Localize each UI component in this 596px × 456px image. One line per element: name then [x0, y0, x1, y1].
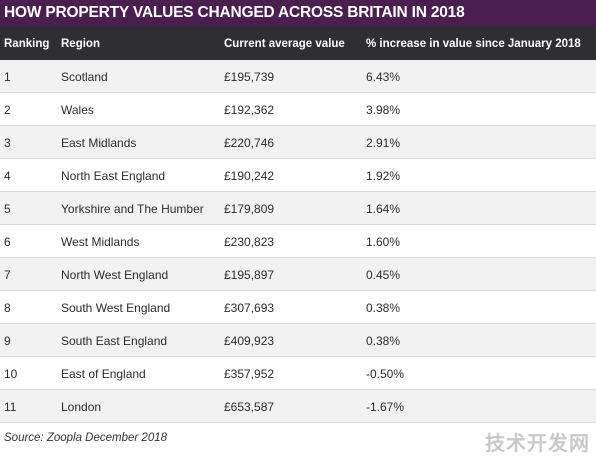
- header-increase: % increase in value since January 2018: [366, 38, 581, 50]
- cell-region: West Midlands: [61, 235, 140, 249]
- cell-increase: 1.92%: [366, 169, 401, 183]
- row-divider: [0, 224, 596, 225]
- cell-current-value: £409,923: [224, 334, 275, 348]
- table-header: Ranking Region Current average value % i…: [0, 26, 596, 60]
- cell-ranking: 1: [4, 70, 11, 84]
- row-divider: [0, 125, 596, 126]
- cell-region: Scotland: [61, 70, 108, 84]
- table-row: 6 West Midlands £230,823 1.60%: [0, 225, 596, 258]
- cell-current-value: £179,809: [224, 202, 275, 216]
- cell-ranking: 10: [4, 367, 18, 381]
- cell-current-value: £190,242: [224, 169, 275, 183]
- table-row: 8 South West England £307,693 0.38%: [0, 291, 596, 324]
- cell-region: South West England: [61, 301, 171, 315]
- cell-ranking: 9: [4, 334, 11, 348]
- row-divider: [0, 92, 596, 93]
- cell-ranking: 11: [4, 400, 17, 414]
- cell-increase: 1.64%: [366, 202, 401, 216]
- cell-region: South East England: [61, 334, 168, 348]
- cell-ranking: 4: [4, 169, 11, 183]
- cell-increase: -1.67%: [366, 400, 405, 414]
- cell-region: East of England: [61, 367, 146, 381]
- row-divider: [0, 191, 596, 192]
- table-row: 2 Wales £192,362 3.98%: [0, 93, 596, 126]
- header-region: Region: [61, 38, 100, 50]
- cell-increase: 3.98%: [366, 103, 401, 117]
- cell-increase: 0.45%: [366, 268, 401, 282]
- row-divider: [0, 323, 596, 324]
- cell-increase: 0.38%: [366, 334, 401, 348]
- table-row: 1 Scotland £195,739 6.43%: [0, 60, 596, 93]
- title-bar: HOW PROPERTY VALUES CHANGED ACROSS BRITA…: [0, 0, 596, 26]
- cell-region: North West England: [61, 268, 169, 282]
- cell-current-value: £307,693: [224, 301, 275, 315]
- cell-ranking: 8: [4, 301, 11, 315]
- cell-ranking: 6: [4, 235, 11, 249]
- row-divider: [0, 257, 596, 258]
- cell-current-value: £357,952: [224, 367, 275, 381]
- header-ranking: Ranking: [4, 38, 50, 50]
- cell-increase: 0.38%: [366, 301, 401, 315]
- source-note: Source: Zoopla December 2018: [4, 432, 168, 444]
- table-row: 10 East of England £357,952 -0.50%: [0, 357, 596, 390]
- cell-current-value: £653,587: [224, 400, 275, 414]
- cell-current-value: £230,823: [224, 235, 275, 249]
- header-current-value: Current average value: [224, 38, 345, 50]
- table-title: HOW PROPERTY VALUES CHANGED ACROSS BRITA…: [4, 4, 465, 21]
- cell-increase: 1.60%: [366, 235, 401, 249]
- table-row: 3 East Midlands £220,746 2.91%: [0, 126, 596, 159]
- cell-region: North East England: [61, 169, 166, 183]
- cell-ranking: 3: [4, 136, 11, 150]
- cell-region: Wales: [61, 103, 94, 117]
- cell-region: Yorkshire and The Humber: [61, 202, 204, 216]
- row-divider: [0, 158, 596, 159]
- table-row: 4 North East England £190,242 1.92%: [0, 159, 596, 192]
- cell-current-value: £195,739: [224, 70, 275, 84]
- cell-ranking: 2: [4, 103, 11, 117]
- watermark: 技术开发网: [485, 433, 590, 455]
- cell-increase: -0.50%: [366, 367, 405, 381]
- row-divider: [0, 290, 596, 291]
- cell-increase: 2.91%: [366, 136, 401, 150]
- row-divider: [0, 356, 596, 357]
- cell-region: London: [61, 400, 102, 414]
- cell-region: East Midlands: [61, 136, 137, 150]
- table-row: 11 London £653,587 -1.67%: [0, 390, 596, 423]
- cell-current-value: £192,362: [224, 103, 275, 117]
- cell-increase: 6.43%: [366, 70, 401, 84]
- row-divider: [0, 389, 596, 390]
- cell-ranking: 7: [4, 268, 11, 282]
- cell-ranking: 5: [4, 202, 11, 216]
- cell-current-value: £220,746: [224, 136, 275, 150]
- row-divider: [0, 422, 596, 423]
- table-row: 7 North West England £195,897 0.45%: [0, 258, 596, 291]
- table-row: 9 South East England £409,923 0.38%: [0, 324, 596, 357]
- table-row: 5 Yorkshire and The Humber £179,809 1.64%: [0, 192, 596, 225]
- cell-current-value: £195,897: [224, 268, 275, 282]
